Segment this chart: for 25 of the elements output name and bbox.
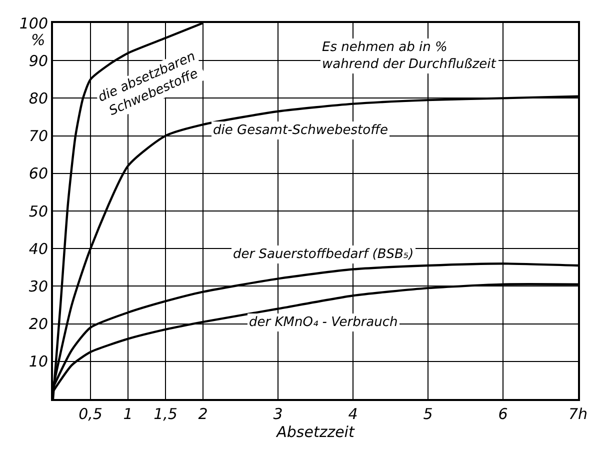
x-tick-label: 7h <box>568 405 588 423</box>
x-tick-label: 2 <box>198 405 208 423</box>
y-tick-label: 10 <box>28 352 48 371</box>
x-tick-label: 5 <box>423 405 433 423</box>
series-label: die Gesamt-Schwebestoffe <box>213 123 388 138</box>
y-tick-label: 80 <box>28 89 48 108</box>
y-tick-label: 20 <box>28 315 48 334</box>
x-tick-label: 1,5 <box>154 405 178 423</box>
x-tick-label: 0,5 <box>78 405 102 423</box>
series-label: der KMnO₄ - Verbrauch <box>249 315 398 330</box>
x-tick-label: 6 <box>498 405 508 423</box>
x-tick-label: 3 <box>273 405 283 423</box>
x-tick-label: 1 <box>123 405 133 423</box>
y-tick-label: 60 <box>28 164 48 183</box>
y-axis-title: % <box>31 31 46 49</box>
annotation: Es nehmen ab in % wahrend der Durchflußzeit <box>322 40 497 72</box>
y-tick-label: 90 <box>28 52 48 70</box>
series-label: der Sauerstoffbedarf (BSB₅) <box>233 247 414 262</box>
y-tick-label: 50 <box>28 202 48 220</box>
x-axis-title: Absetzzeit <box>276 423 356 441</box>
y-tick-label: 100 <box>19 14 48 32</box>
y-tick-label: 70 <box>28 127 48 146</box>
x-tick-label: 4 <box>348 405 358 423</box>
y-tick-label: 40 <box>28 240 48 258</box>
y-tick-label: 30 <box>28 277 48 296</box>
